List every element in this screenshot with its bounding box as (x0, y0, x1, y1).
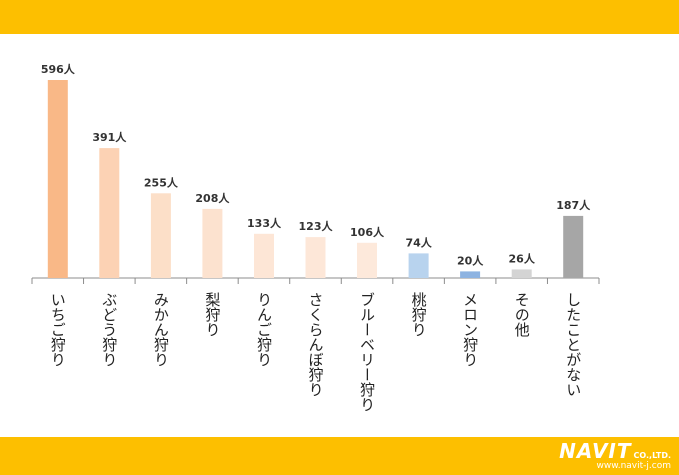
logo-suffix: CO.,LTD. (633, 451, 671, 460)
bar (254, 233, 274, 278)
data-label: 391人 (92, 130, 127, 144)
bar (47, 80, 68, 278)
data-label: 208人 (195, 191, 230, 205)
data-label: 255人 (144, 175, 179, 189)
company-logo: NAVIT CO.,LTD. www.navit-j.com (559, 441, 671, 471)
data-label: 106人 (350, 225, 385, 239)
bar (202, 208, 223, 278)
data-label: 133人 (247, 216, 282, 230)
bar (305, 237, 326, 278)
category-label: いちご狩り (49, 292, 67, 367)
bar (511, 269, 532, 278)
bar (357, 242, 377, 278)
bar (460, 271, 481, 278)
bottom-banner (0, 437, 679, 475)
bar (150, 193, 171, 278)
logo-url: www.navit-j.com (596, 461, 671, 471)
logo-name: NAVIT (559, 439, 632, 463)
data-label: 596人 (41, 62, 76, 76)
category-label: みかん狩り (152, 292, 170, 367)
category-label: ブルーベリー狩り (358, 292, 376, 412)
data-label: 74人 (405, 235, 432, 249)
bar (99, 148, 120, 278)
category-label: りんご狩り (255, 292, 273, 367)
data-label: 123人 (299, 219, 334, 233)
bar (563, 215, 584, 278)
category-label: 桃狩り (410, 292, 428, 337)
category-label: したことがない (564, 292, 582, 397)
data-label: 26人 (509, 251, 536, 265)
category-label: ぶどう狩り (100, 292, 118, 367)
data-label: 187人 (556, 198, 591, 212)
bar (408, 253, 429, 278)
category-label: さくらんぼ狩り (307, 292, 325, 397)
category-label: メロン狩り (461, 292, 479, 367)
data-label: 20人 (457, 253, 484, 267)
top-banner (0, 0, 679, 34)
category-label: 梨狩り (203, 292, 221, 337)
category-label: その他 (513, 292, 531, 338)
